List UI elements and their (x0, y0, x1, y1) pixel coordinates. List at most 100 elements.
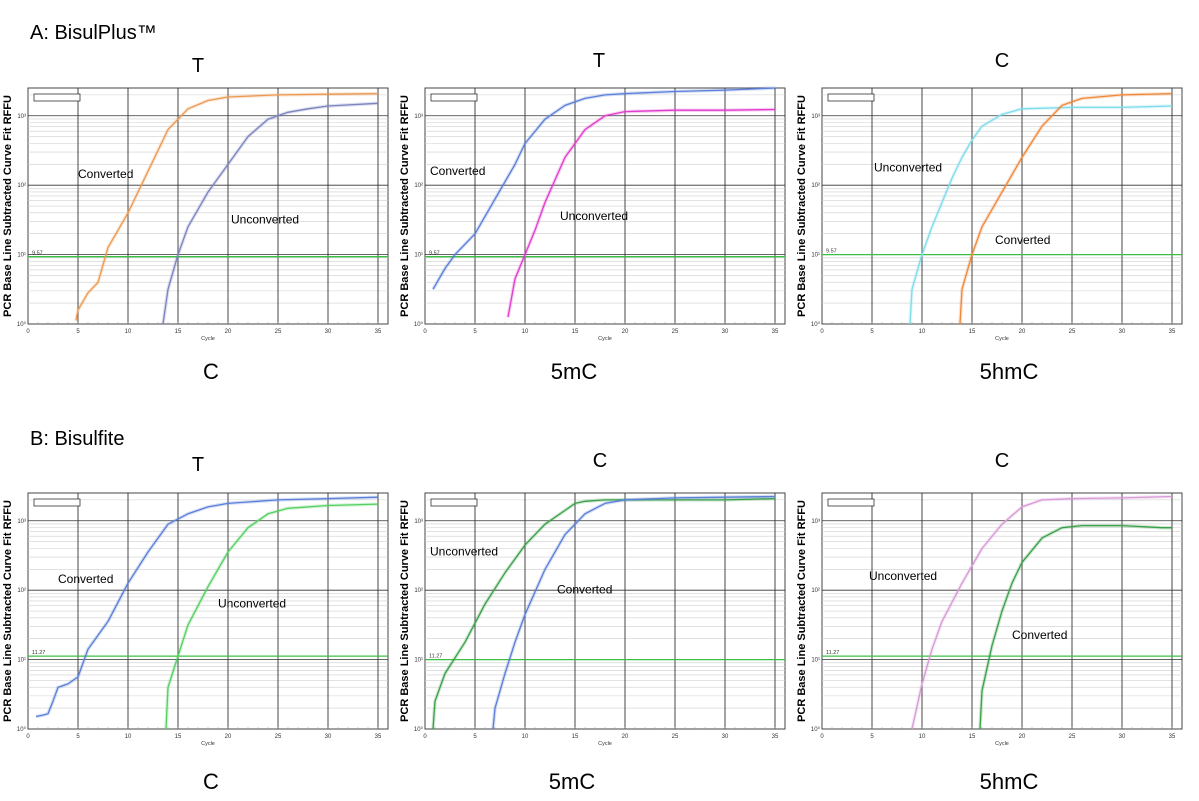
panel-top-label: C (994, 50, 1010, 72)
x-tick-label: 25 (1069, 329, 1076, 335)
x-tick-label: 35 (1169, 734, 1176, 740)
y-axis-label: PCR Base Line Subtracted Curve Fit RFFU (796, 500, 808, 722)
threshold-label: 11.27 (32, 650, 45, 656)
x-axis-label: Cycle (201, 336, 215, 342)
x-axis-label: Cycle (201, 741, 215, 747)
legend-box (430, 93, 478, 102)
series-line-converted (979, 524, 1172, 730)
threshold-label: 9.57 (826, 249, 837, 255)
curve-annotation: Unconverted (560, 209, 628, 223)
panel-bottom-label: 5mC (548, 769, 596, 794)
qpcr-chart-panel: 10⁰ 10¹ 10² 10³ 0 5 10 15 20 25 30 35 Cycle PCR Base … (0, 487, 390, 747)
y-tick-label: 10² (17, 183, 26, 189)
series-line-converted (492, 495, 776, 730)
x-tick-label: 15 (572, 734, 579, 740)
panel-top-label: T (191, 55, 205, 77)
curve-annotation: Converted (78, 167, 133, 181)
qpcr-chart-panel: 10⁰ 10¹ 10² 10³ 0 5 10 15 20 25 30 35 Cycle PCR Base … (0, 82, 390, 342)
y-tick-label: 10³ (811, 114, 820, 120)
x-tick-label: 5 (76, 734, 80, 740)
threshold-label: 11.27 (429, 654, 442, 660)
y-axis-label: PCR Base Line Subtracted Curve Fit RFFU (796, 95, 808, 317)
curve-annotation: Unconverted (869, 569, 937, 583)
y-tick-label: 10¹ (811, 658, 820, 664)
y-tick-label: 10³ (811, 519, 820, 525)
x-tick-label: 25 (672, 734, 679, 740)
y-tick-label: 10¹ (17, 253, 26, 259)
y-tick-label: 10⁰ (17, 726, 27, 733)
chart-svg: 10⁰ 10¹ 10² 10³ 0 5 10 15 20 25 30 35 Cycle PCR Base … (2, 492, 389, 747)
panel-top-label: T (191, 454, 205, 476)
legend-box (827, 498, 875, 507)
x-tick-label: 5 (76, 329, 80, 335)
x-tick-label: 25 (275, 329, 282, 335)
x-tick-label: 10 (522, 329, 529, 335)
series-line-converted (35, 496, 379, 718)
x-tick-label: 35 (1169, 329, 1176, 335)
x-tick-label: 35 (772, 734, 779, 740)
x-tick-label: 25 (672, 329, 679, 335)
y-tick-label: 10¹ (811, 253, 820, 259)
x-tick-label: 20 (225, 734, 232, 740)
panel-bottom-label: 5hmC (979, 359, 1039, 384)
x-tick-label: 5 (473, 734, 477, 740)
series-line-converted (75, 92, 379, 321)
section-title-bisulfite: B: Bisulfite (30, 428, 125, 450)
curve-annotation: Unconverted (218, 597, 286, 611)
curve-annotation: Unconverted (231, 212, 299, 226)
x-tick-label: 0 (423, 734, 427, 740)
x-tick-label: 10 (522, 734, 529, 740)
y-tick-label: 10¹ (17, 658, 26, 664)
y-tick-label: 10² (414, 183, 423, 189)
series-line-unconverted (432, 497, 776, 730)
x-tick-label: 10 (919, 734, 926, 740)
threshold-label: 9.57 (32, 251, 43, 257)
qpcr-chart-panel: 10⁰ 10¹ 10² 10³ 0 5 10 15 20 25 30 35 Cycle PCR Base … (397, 82, 787, 342)
x-tick-label: 5 (870, 329, 874, 335)
panel-top-label: T (592, 50, 606, 72)
x-axis-label: Cycle (995, 741, 1009, 747)
panel-bottom-label: C (203, 359, 219, 384)
x-tick-label: 0 (26, 329, 30, 335)
series-line-converted (432, 87, 776, 290)
y-tick-label: 10² (811, 183, 820, 189)
x-tick-label: 30 (722, 329, 729, 335)
y-tick-label: 10³ (414, 114, 423, 120)
y-tick-label: 10² (17, 588, 26, 594)
x-tick-label: 20 (622, 734, 629, 740)
series-line-unconverted (162, 102, 379, 325)
panel-bottom-label: C (203, 769, 219, 794)
x-tick-label: 35 (772, 329, 779, 335)
x-tick-label: 20 (1019, 734, 1026, 740)
x-axis-label: Cycle (995, 336, 1009, 342)
legend-box (430, 498, 478, 507)
x-tick-label: 5 (870, 734, 874, 740)
series-line-unconverted (909, 105, 1173, 325)
y-axis-label: PCR Base Line Subtracted Curve Fit RFFU (399, 95, 411, 317)
x-tick-label: 30 (325, 734, 332, 740)
qpcr-chart-panel: 10⁰ 10¹ 10² 10³ 0 5 10 15 20 25 30 35 Cycle PCR Base … (794, 487, 1184, 747)
x-tick-label: 30 (325, 329, 332, 335)
x-tick-label: 15 (969, 329, 976, 335)
panel-top-label: C (592, 450, 608, 472)
section-title-bisulplus: A: BisulPlus™ (30, 22, 157, 44)
panel-bottom-label: 5hmC (979, 769, 1039, 794)
legend-box (33, 93, 81, 102)
curve-annotation: Unconverted (874, 160, 942, 174)
curve-annotation: Converted (995, 233, 1050, 247)
x-tick-label: 20 (1019, 329, 1026, 335)
y-tick-label: 10² (811, 588, 820, 594)
x-tick-label: 0 (423, 329, 427, 335)
y-tick-label: 10³ (17, 519, 26, 525)
panel-bottom-label: 5mC (550, 359, 598, 384)
x-tick-label: 5 (473, 329, 477, 335)
x-tick-label: 30 (1119, 734, 1126, 740)
y-tick-label: 10¹ (414, 253, 423, 259)
curve-annotation: Converted (557, 583, 612, 597)
chart-svg: 10⁰ 10¹ 10² 10³ 0 5 10 15 20 25 30 35 Cycle PCR Base … (796, 87, 1183, 342)
curve-annotation: Converted (430, 164, 485, 178)
threshold-label: 11.27 (826, 650, 839, 656)
x-tick-label: 35 (375, 734, 382, 740)
y-tick-label: 10⁰ (811, 726, 821, 733)
y-tick-label: 10⁰ (414, 726, 424, 733)
